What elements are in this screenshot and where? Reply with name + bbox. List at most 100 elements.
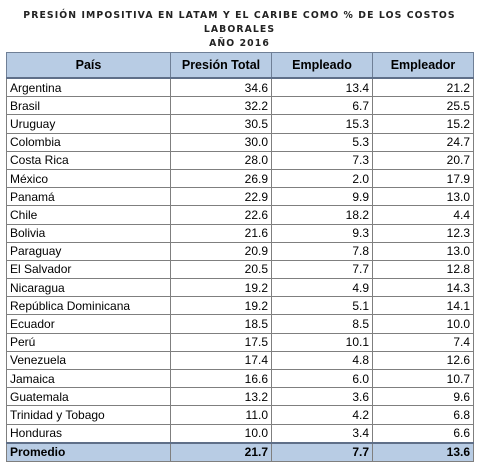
cell-empleador: 14.1 (372, 296, 474, 316)
total-presion-total: 21.7 (170, 441, 272, 462)
table-row: Argentina 34.6 13.4 21.2 (6, 77, 474, 98)
table-row: Venezuela 17.4 4.8 12.6 (6, 350, 474, 371)
cell-pais: Perú (6, 332, 171, 352)
cell-pais: Jamaica (6, 368, 171, 389)
cell-empleado: 9.9 (271, 187, 373, 207)
cell-empleador: 12.3 (372, 223, 474, 243)
cell-presion-total: 30.0 (170, 132, 272, 152)
cell-pais: Nicaragua (6, 278, 171, 298)
column-header-empleador: Empleador (372, 52, 474, 79)
table-row: Nicaragua 19.2 4.9 14.3 (6, 278, 474, 298)
cell-presion-total: 20.9 (170, 241, 272, 261)
cell-pais: Colombia (6, 132, 171, 152)
cell-presion-total: 13.2 (170, 387, 272, 407)
table-row: Honduras 10.0 3.4 6.6 (6, 423, 474, 444)
cell-pais: Chile (6, 205, 171, 225)
table-row: Ecuador 18.5 8.5 10.0 (6, 314, 474, 334)
table-row: Chile 22.6 18.2 4.4 (6, 205, 474, 225)
total-row: Promedio 21.7 7.7 13.6 (6, 441, 474, 462)
table-row: Brasil 32.2 6.7 25.5 (6, 96, 474, 116)
cell-presion-total: 16.6 (170, 368, 272, 389)
cell-empleador: 4.4 (372, 205, 474, 225)
cell-empleador: 15.2 (372, 114, 474, 134)
cell-presion-total: 26.9 (170, 168, 272, 189)
table-row: Perú 17.5 10.1 7.4 (6, 332, 474, 352)
table-row: Costa Rica 28.0 7.3 20.7 (6, 150, 474, 170)
table-row: Trinidad y Tobago 11.0 4.2 6.8 (6, 405, 474, 425)
cell-empleador: 9.6 (372, 387, 474, 407)
cell-pais: Ecuador (6, 314, 171, 334)
table-header: País Presión Total Empleado Empleador (6, 52, 474, 79)
cell-pais: Argentina (6, 77, 171, 98)
column-header-empleado: Empleado (271, 52, 373, 79)
cell-empleado: 4.8 (271, 350, 373, 371)
table-row: Bolivia 21.6 9.3 12.3 (6, 223, 474, 243)
total-empleador: 13.6 (372, 441, 474, 462)
table-row: México 26.9 2.0 17.9 (6, 168, 474, 189)
cell-presion-total: 22.9 (170, 187, 272, 207)
cell-empleador: 10.0 (372, 314, 474, 334)
table-row: El Salvador 20.5 7.7 12.8 (6, 259, 474, 280)
title-line-2: AÑO 2016 (209, 38, 270, 49)
cell-presion-total: 17.4 (170, 350, 272, 371)
cell-empleado: 7.8 (271, 241, 373, 261)
table-row: Panamá 22.9 9.9 13.0 (6, 187, 474, 207)
cell-empleado: 10.1 (271, 332, 373, 352)
cell-presion-total: 19.2 (170, 296, 272, 316)
cell-presion-total: 30.5 (170, 114, 272, 134)
table-footer: Promedio 21.7 7.7 13.6 (6, 441, 474, 462)
cell-empleador: 25.5 (372, 96, 474, 116)
column-header-presion-total: Presión Total (170, 52, 272, 79)
total-label: Promedio (6, 441, 171, 462)
cell-empleador: 20.7 (372, 150, 474, 170)
cell-pais: Brasil (6, 96, 171, 116)
cell-pais: Honduras (6, 423, 171, 444)
cell-empleado: 3.6 (271, 387, 373, 407)
cell-empleador: 12.8 (372, 259, 474, 280)
cell-empleador: 10.7 (372, 368, 474, 389)
cell-pais: Panamá (6, 187, 171, 207)
cell-pais: Uruguay (6, 114, 171, 134)
table-row: Uruguay 30.5 15.3 15.2 (6, 114, 474, 134)
cell-pais: Venezuela (6, 350, 171, 371)
cell-pais: República Dominicana (6, 296, 171, 316)
cell-presion-total: 20.5 (170, 259, 272, 280)
cell-empleado: 5.1 (271, 296, 373, 316)
cell-empleador: 7.4 (372, 332, 474, 352)
total-empleado: 7.7 (271, 441, 373, 462)
cell-empleador: 24.7 (372, 132, 474, 152)
cell-empleado: 6.7 (271, 96, 373, 116)
cell-pais: El Salvador (6, 259, 171, 280)
cell-empleado: 13.4 (271, 77, 373, 98)
cell-presion-total: 10.0 (170, 423, 272, 444)
cell-empleado: 18.2 (271, 205, 373, 225)
cell-empleado: 4.9 (271, 278, 373, 298)
cell-presion-total: 22.6 (170, 205, 272, 225)
cell-empleador: 6.6 (372, 423, 474, 444)
header-row: País Presión Total Empleado Empleador (6, 52, 474, 79)
cell-empleador: 13.0 (372, 241, 474, 261)
cell-empleado: 7.3 (271, 150, 373, 170)
cell-empleado: 15.3 (271, 114, 373, 134)
cell-pais: Guatemala (6, 387, 171, 407)
cell-empleado: 9.3 (271, 223, 373, 243)
cell-presion-total: 19.2 (170, 278, 272, 298)
cell-pais: Bolivia (6, 223, 171, 243)
cell-empleador: 13.0 (372, 187, 474, 207)
cell-presion-total: 28.0 (170, 150, 272, 170)
cell-presion-total: 11.0 (170, 405, 272, 425)
cell-pais: Trinidad y Tobago (6, 405, 171, 425)
cell-empleado: 6.0 (271, 368, 373, 389)
cell-pais: México (6, 168, 171, 189)
cell-empleado: 3.4 (271, 423, 373, 444)
cell-empleador: 6.8 (372, 405, 474, 425)
cell-empleador: 17.9 (372, 168, 474, 189)
cell-empleador: 21.2 (372, 77, 474, 98)
cell-empleador: 14.3 (372, 278, 474, 298)
cell-presion-total: 18.5 (170, 314, 272, 334)
cell-presion-total: 32.2 (170, 96, 272, 116)
cell-empleador: 12.6 (372, 350, 474, 371)
table-title: PRESIÓN IMPOSITIVA EN LATAM Y EL CARIBE … (0, 9, 479, 51)
tax-pressure-table: País Presión Total Empleado Empleador Ar… (6, 52, 474, 462)
table-row: Colombia 30.0 5.3 24.7 (6, 132, 474, 152)
